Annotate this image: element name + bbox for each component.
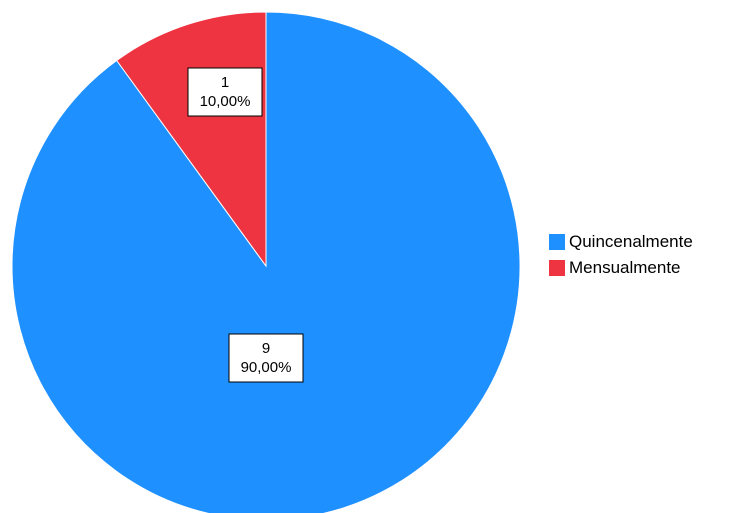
pie-slice-quincenalmente [11,11,521,513]
data-label-percent-quincenalmente: 90,00% [241,359,292,376]
legend-swatch-quincenalmente [549,234,565,250]
data-label-count-mensualmente: 1 [221,74,229,91]
pie-data-labels: 9 90,00% 1 10,00% [187,67,304,383]
legend-swatch-mensualmente [549,260,565,276]
legend-label-mensualmente: Mensualmente [569,258,681,277]
legend-item-quincenalmente: Quincenalmente [549,229,693,255]
data-label-percent-mensualmente: 10,00% [200,93,251,110]
legend-item-mensualmente: Mensualmente [549,255,693,281]
pie-slices [11,11,521,513]
data-label-box-mensualmente [187,67,263,117]
chart-legend: Quincenalmente Mensualmente [549,229,693,281]
legend-label-quincenalmente: Quincenalmente [569,232,693,251]
data-label-box-quincenalmente [228,333,304,383]
data-label-count-quincenalmente: 9 [262,340,270,357]
data-label-quincenalmente: 9 90,00% [228,333,304,383]
data-label-mensualmente: 1 10,00% [187,67,263,117]
